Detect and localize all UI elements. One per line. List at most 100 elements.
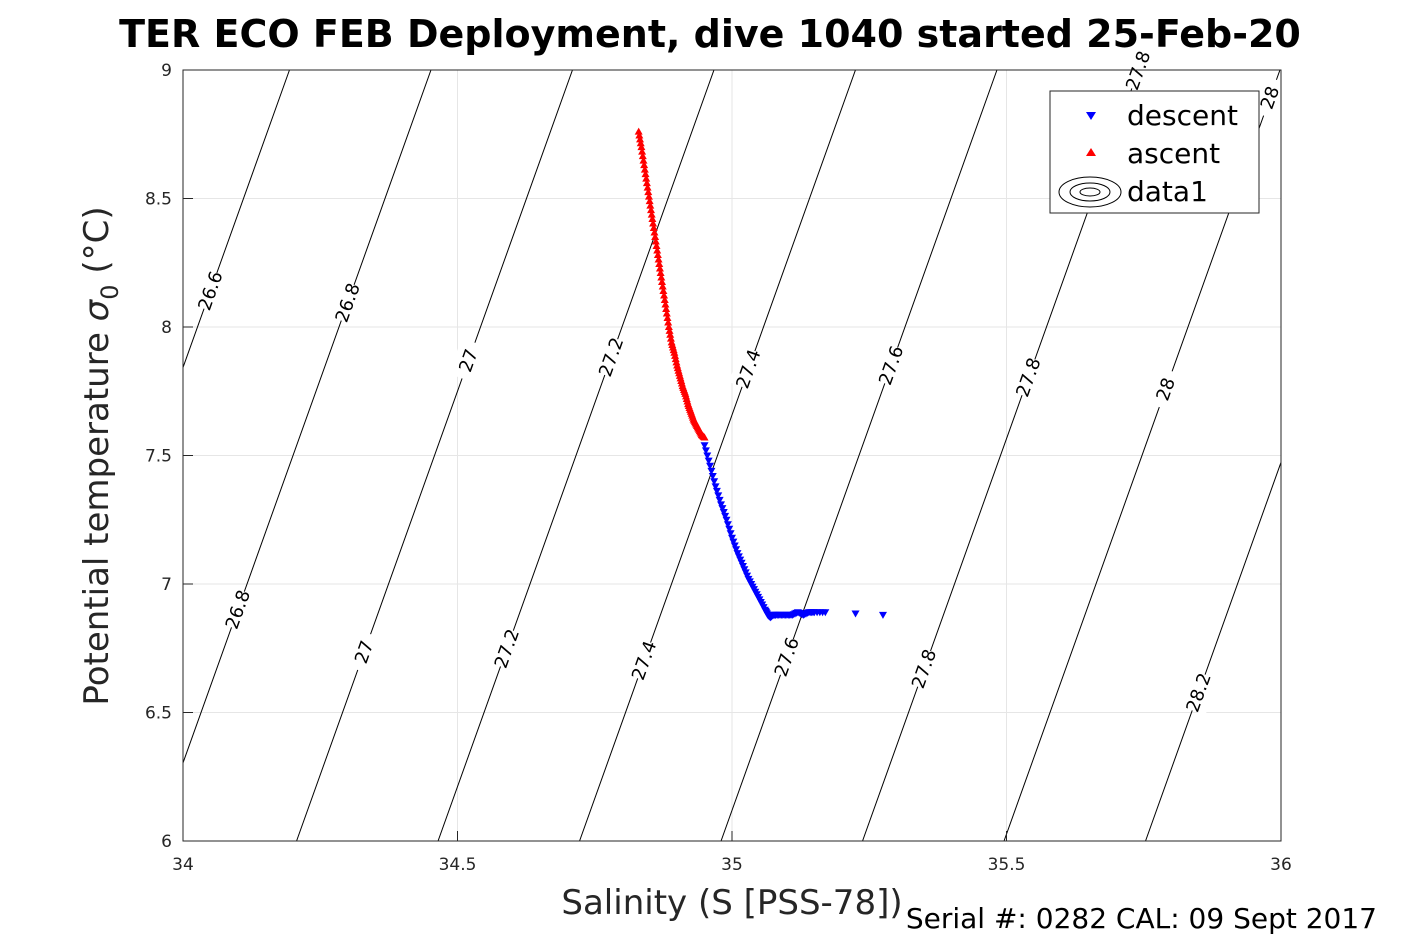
y-tick-label: 7.5 — [145, 447, 172, 467]
legend-contour-label: data1 — [1127, 175, 1208, 208]
y-tick-label: 6 — [161, 832, 172, 852]
descent-point-fill — [707, 467, 716, 475]
contour-label-gap — [904, 646, 944, 692]
ascent-point-fill — [655, 260, 664, 268]
ascent-point-fill — [675, 369, 684, 377]
density-contour-line — [1145, 460, 1281, 841]
ascent-point — [659, 287, 668, 295]
ascent-point-fill — [647, 210, 656, 218]
legend-descent-label: descent — [1127, 99, 1238, 132]
ascent-point-fill — [665, 326, 674, 334]
contour-label-gap — [448, 337, 489, 384]
ascent-point-fill — [666, 334, 675, 342]
descent-point — [728, 534, 736, 542]
ascent-point-fill — [664, 318, 673, 326]
descent-point-fill — [703, 452, 712, 460]
x-axis-ticks: 34 34.5 35 35.5 36 — [172, 831, 1292, 875]
ascent-point — [645, 197, 654, 205]
ascent-point-fill — [651, 237, 660, 245]
ascent-point-fill — [639, 156, 648, 164]
ascent-point-fill — [671, 351, 680, 359]
descent-point-fill — [737, 559, 746, 567]
descent-point-fill — [723, 521, 732, 529]
descent-point-fill — [712, 487, 721, 495]
density-contour-line — [579, 70, 856, 841]
serial-cal-text: Serial #: 0282 CAL: 09 Sept 2017 — [906, 902, 1377, 935]
ascent-point-fill — [662, 309, 671, 317]
y-axis-label-symbol: σ — [77, 298, 117, 321]
ascent-point-fill — [650, 228, 659, 236]
descent-point — [711, 483, 720, 491]
descent-point-fill — [818, 609, 827, 617]
x-tick-label: 34.5 — [439, 855, 477, 875]
descent-point-fill — [715, 496, 724, 504]
ascent-point-fill — [672, 358, 681, 366]
ascent-point-fill — [640, 165, 649, 173]
descent-point-fill — [725, 525, 734, 533]
ascent-point-fill — [671, 355, 680, 363]
ascent-point-fill — [642, 174, 651, 182]
density-contour-line — [183, 70, 290, 370]
descent-point-fill — [730, 542, 739, 550]
density-contour-line — [720, 70, 998, 841]
contour-label-gap — [328, 280, 368, 326]
ascent-point-fill — [652, 242, 661, 250]
legend-contour-marker — [1058, 176, 1122, 208]
contour-label-gap — [1146, 366, 1186, 412]
ascent-point-fill — [653, 246, 662, 254]
ascent-point-fill — [658, 282, 667, 290]
descent-point — [717, 501, 726, 509]
x-tick-label: 34 — [172, 855, 194, 875]
ascent-point — [648, 215, 657, 223]
descent-point-fill — [721, 512, 730, 520]
descent-point-fill — [754, 593, 763, 601]
ascent-point-fill — [660, 291, 669, 299]
descent-point-fill — [759, 604, 768, 612]
ascent-point-fill — [660, 296, 669, 304]
contour-label-gap — [190, 268, 231, 314]
chart-title: TER ECO FEB Deployment, dive 1040 starte… — [119, 12, 1301, 56]
descent-point-fill — [729, 538, 738, 546]
ascent-point — [637, 143, 646, 151]
ascent-series — [634, 127, 709, 441]
ascent-point-fill — [636, 135, 645, 143]
ascent-point — [634, 127, 643, 135]
x-tick-label: 36 — [1270, 855, 1292, 875]
legend-ascent-marker — [1086, 148, 1096, 156]
density-contour-labels: 26.626.826.8272727.227.227.427.427.627.6… — [190, 47, 1290, 716]
descent-point-fill — [714, 492, 723, 500]
ascent-point-fill — [641, 170, 650, 178]
ascent-point-fill — [661, 300, 670, 308]
y-tick-label: 8 — [161, 318, 172, 338]
ascent-point-fill — [638, 147, 647, 155]
x-axis-label: Salinity (S [PSS-78]) — [561, 883, 902, 923]
x-tick-label: 35.5 — [988, 855, 1026, 875]
contour-label-gap — [591, 334, 631, 380]
contour-label-gap — [1179, 669, 1219, 716]
contour-label-gap — [1118, 47, 1158, 94]
ascent-point-fill — [646, 201, 655, 209]
y-axis-ticks: 6 6.5 7 7.5 8 8.5 9 — [145, 61, 193, 852]
y-axis-label-subscript: 0 — [96, 284, 124, 299]
descent-point — [878, 611, 887, 619]
legend-box — [1049, 90, 1260, 214]
contour-label-gap — [767, 634, 807, 680]
ascent-point-fill — [649, 219, 658, 227]
ascent-point — [653, 251, 662, 259]
ascent-point-fill — [655, 264, 664, 272]
legend-ascent-label: ascent — [1127, 137, 1220, 170]
contour-label-gap — [1008, 354, 1049, 400]
descent-point-fill — [743, 572, 752, 580]
ascent-point-fill — [680, 387, 689, 395]
ascent-point — [664, 323, 673, 330]
ascent-point-fill — [635, 131, 644, 139]
ascent-point — [642, 179, 651, 187]
ascent-point-fill — [638, 152, 647, 160]
y-tick-label: 8.5 — [145, 190, 172, 210]
descent-series — [700, 442, 887, 622]
ascent-point-fill — [677, 379, 686, 387]
x-tick-label: 35 — [721, 855, 743, 875]
ascent-point-fill — [683, 397, 692, 405]
density-contour-line — [183, 70, 432, 765]
contour-label-gap — [487, 625, 527, 672]
